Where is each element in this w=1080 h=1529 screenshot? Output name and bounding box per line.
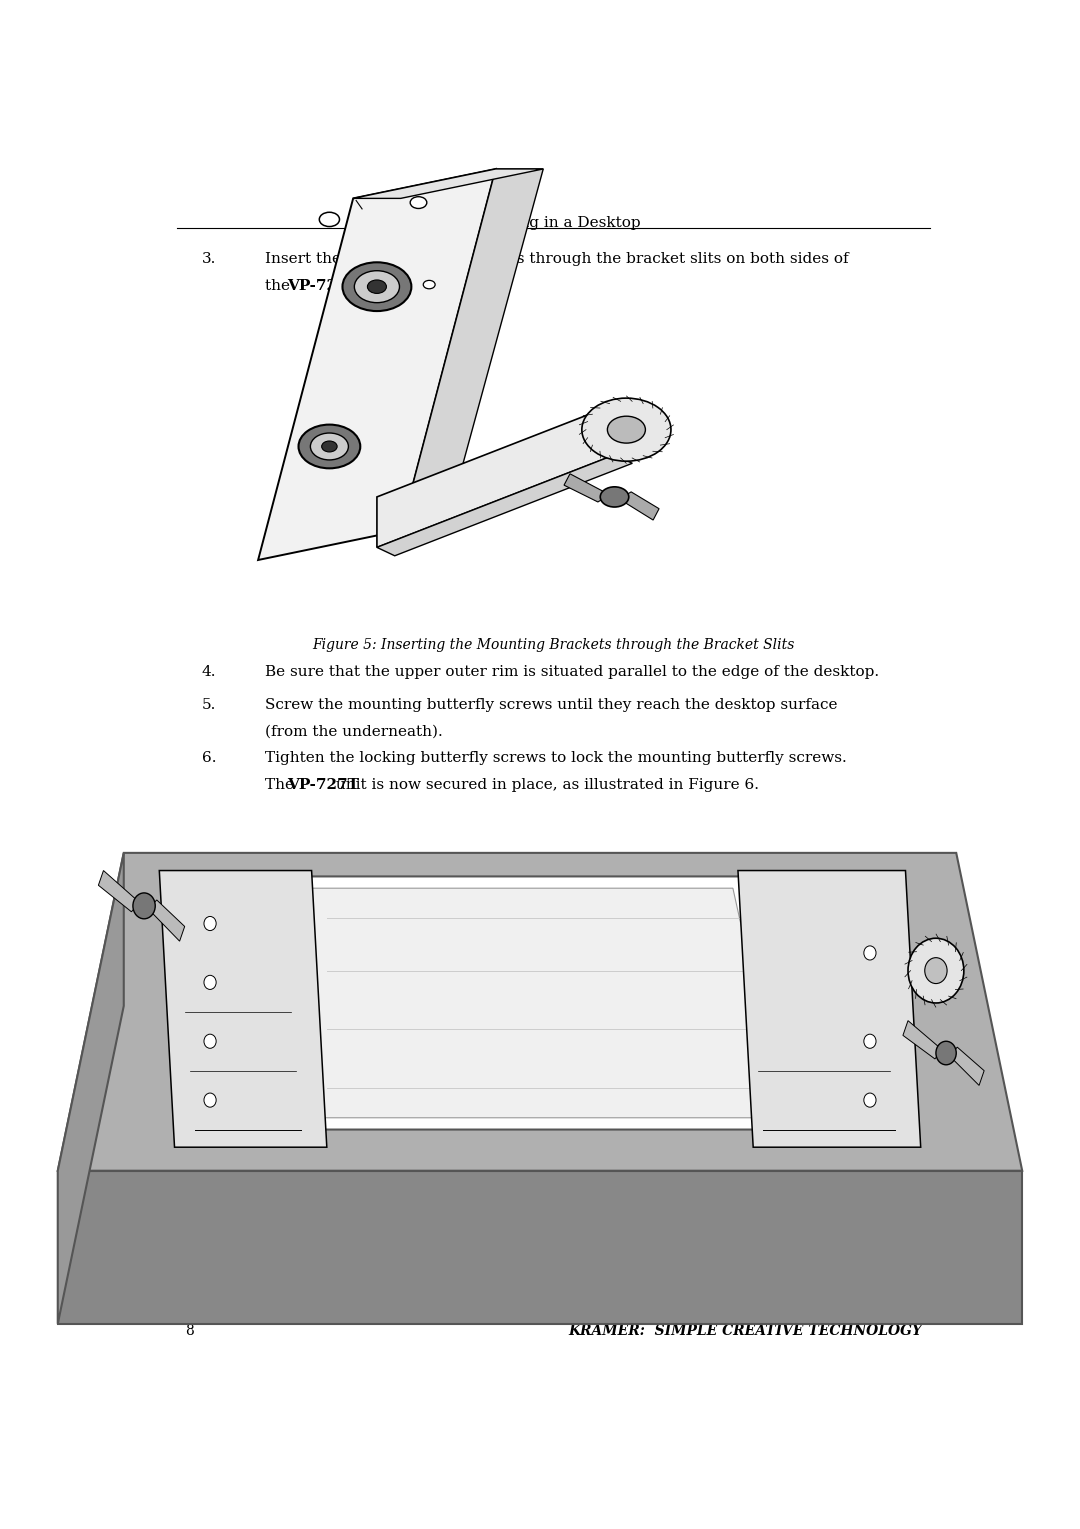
Text: 6.: 6.	[202, 751, 216, 764]
Polygon shape	[58, 853, 1022, 1171]
Circle shape	[204, 1093, 216, 1107]
Text: Screw the mounting butterfly screws until they reach the desktop surface: Screw the mounting butterfly screws unti…	[265, 697, 837, 713]
Text: Installing in a Desktop: Installing in a Desktop	[467, 217, 640, 231]
Polygon shape	[377, 456, 633, 555]
Circle shape	[298, 425, 361, 468]
Polygon shape	[353, 168, 543, 199]
Polygon shape	[58, 1171, 1022, 1324]
Circle shape	[320, 213, 339, 226]
Polygon shape	[58, 853, 124, 1324]
Text: Be sure that the upper outer rim is situated parallel to the edge of the desktop: Be sure that the upper outer rim is situ…	[265, 665, 879, 679]
Text: The: The	[265, 778, 298, 792]
Text: 8: 8	[186, 1324, 194, 1338]
Circle shape	[582, 398, 671, 462]
Text: Tighten the locking butterfly screws to lock the mounting butterfly screws.: Tighten the locking butterfly screws to …	[265, 751, 847, 764]
Polygon shape	[903, 1021, 943, 1060]
Text: unit is now secured in place, as illustrated in Figure 6.: unit is now secured in place, as illustr…	[332, 778, 759, 792]
Circle shape	[924, 957, 947, 983]
Text: Figure 5: Inserting the Mounting Brackets through the Bracket Slits: Figure 5: Inserting the Mounting Bracket…	[312, 638, 795, 651]
Text: VP-727T: VP-727T	[287, 778, 360, 792]
Polygon shape	[261, 876, 794, 1130]
Circle shape	[607, 416, 646, 443]
Polygon shape	[160, 870, 327, 1147]
Circle shape	[600, 486, 629, 508]
Polygon shape	[564, 474, 610, 502]
Circle shape	[864, 946, 876, 960]
Text: KRAMER:  SIMPLE CREATIVE TECHNOLOGY: KRAMER: SIMPLE CREATIVE TECHNOLOGY	[568, 1324, 922, 1338]
Polygon shape	[258, 168, 496, 560]
Circle shape	[354, 271, 400, 303]
Circle shape	[342, 263, 411, 310]
Circle shape	[908, 939, 963, 1003]
Circle shape	[423, 280, 435, 289]
Polygon shape	[377, 404, 615, 547]
Text: 5.: 5.	[202, 697, 216, 713]
Polygon shape	[619, 492, 659, 520]
Text: the: the	[265, 278, 295, 294]
Polygon shape	[738, 870, 920, 1147]
Circle shape	[204, 976, 216, 989]
Text: Insert the two mounting brackets through the bracket slits on both sides of: Insert the two mounting brackets through…	[265, 252, 849, 266]
Circle shape	[322, 440, 337, 453]
Polygon shape	[401, 168, 543, 531]
Circle shape	[864, 1093, 876, 1107]
Circle shape	[367, 280, 387, 294]
Circle shape	[133, 893, 156, 919]
Polygon shape	[271, 888, 784, 1118]
Circle shape	[936, 1041, 956, 1064]
Text: 4.: 4.	[202, 665, 216, 679]
Text: VP-727T: VP-727T	[287, 278, 360, 294]
Text: (from the underneath).: (from the underneath).	[265, 725, 443, 739]
Circle shape	[204, 916, 216, 931]
Circle shape	[204, 1034, 216, 1049]
Polygon shape	[148, 901, 185, 942]
Text: 3.: 3.	[202, 252, 216, 266]
Polygon shape	[949, 1047, 984, 1086]
Text: Figure 6: Securing the VP-727T into the Prepared Cut Out Opening: Figure 6: Securing the VP-727T into the …	[316, 1264, 791, 1278]
Circle shape	[410, 197, 427, 208]
Text: unit (see Figure 5).: unit (see Figure 5).	[332, 278, 485, 294]
Circle shape	[310, 433, 349, 460]
Circle shape	[864, 1034, 876, 1049]
Polygon shape	[98, 870, 140, 911]
